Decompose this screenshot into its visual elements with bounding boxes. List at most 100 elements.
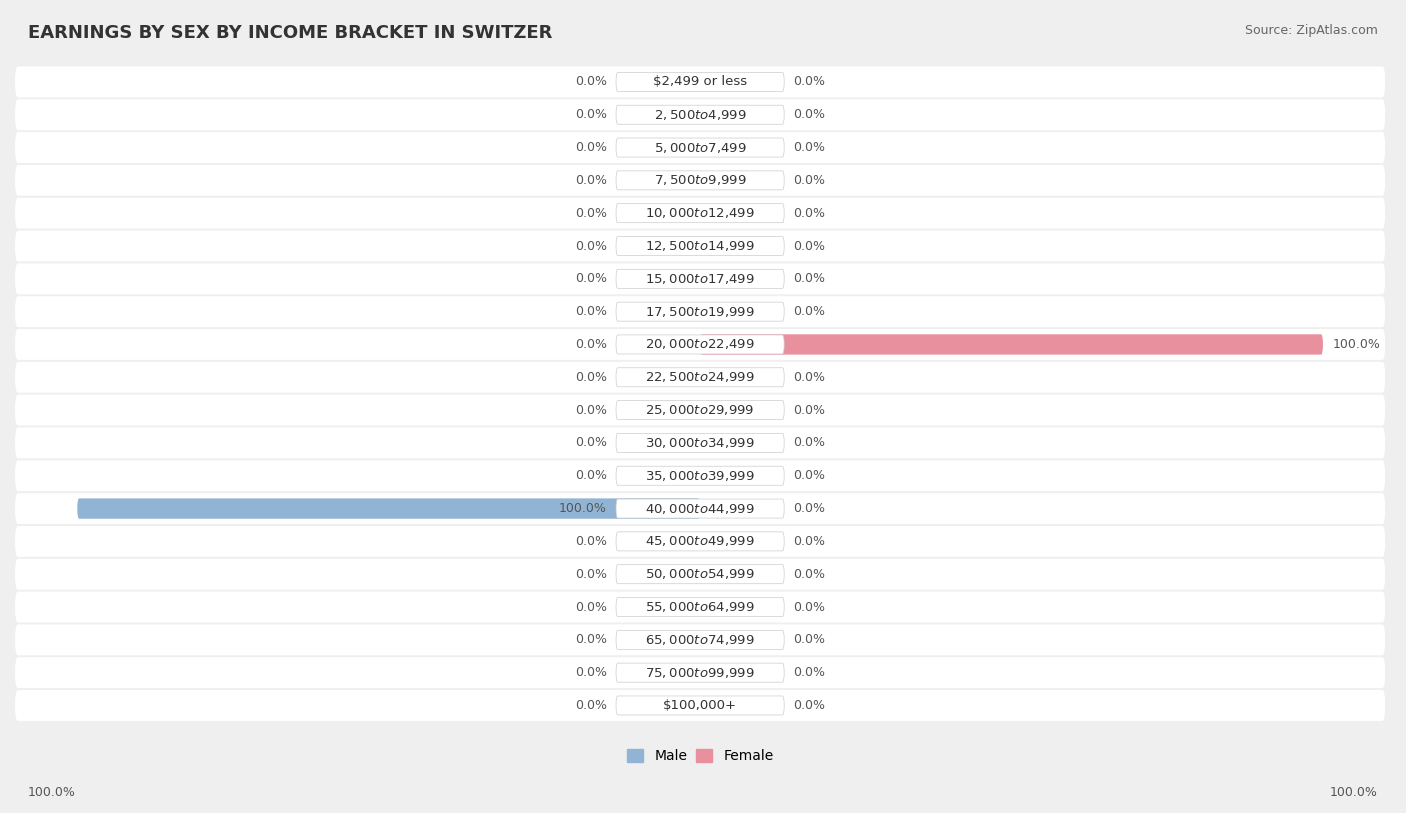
Text: 0.0%: 0.0% [793, 437, 825, 450]
Text: 0.0%: 0.0% [575, 535, 606, 548]
FancyBboxPatch shape [616, 335, 785, 354]
FancyBboxPatch shape [616, 433, 785, 453]
FancyBboxPatch shape [15, 198, 1385, 228]
Text: 0.0%: 0.0% [575, 240, 606, 253]
Text: 0.0%: 0.0% [575, 567, 606, 580]
FancyBboxPatch shape [616, 302, 785, 321]
FancyBboxPatch shape [616, 598, 785, 616]
FancyBboxPatch shape [616, 630, 785, 650]
Text: 0.0%: 0.0% [793, 601, 825, 614]
Text: 0.0%: 0.0% [793, 371, 825, 384]
FancyBboxPatch shape [15, 690, 1385, 721]
Text: $35,000 to $39,999: $35,000 to $39,999 [645, 469, 755, 483]
Text: 0.0%: 0.0% [793, 403, 825, 416]
Text: $2,499 or less: $2,499 or less [652, 76, 747, 89]
FancyBboxPatch shape [616, 138, 785, 157]
Text: 100.0%: 100.0% [1333, 338, 1381, 351]
Text: $17,500 to $19,999: $17,500 to $19,999 [645, 305, 755, 319]
Text: 0.0%: 0.0% [793, 174, 825, 187]
Text: 0.0%: 0.0% [793, 633, 825, 646]
FancyBboxPatch shape [15, 592, 1385, 623]
Text: $12,500 to $14,999: $12,500 to $14,999 [645, 239, 755, 253]
Text: $40,000 to $44,999: $40,000 to $44,999 [645, 502, 755, 515]
FancyBboxPatch shape [15, 329, 1385, 360]
Text: $22,500 to $24,999: $22,500 to $24,999 [645, 370, 755, 385]
FancyBboxPatch shape [15, 559, 1385, 589]
FancyBboxPatch shape [15, 165, 1385, 196]
Text: 100.0%: 100.0% [1330, 786, 1378, 799]
FancyBboxPatch shape [15, 428, 1385, 459]
Text: 0.0%: 0.0% [793, 108, 825, 121]
Text: $55,000 to $64,999: $55,000 to $64,999 [645, 600, 755, 614]
Text: $50,000 to $54,999: $50,000 to $54,999 [645, 567, 755, 581]
FancyBboxPatch shape [700, 334, 1323, 354]
Text: 0.0%: 0.0% [575, 108, 606, 121]
Text: 0.0%: 0.0% [575, 699, 606, 712]
Text: $75,000 to $99,999: $75,000 to $99,999 [645, 666, 755, 680]
Text: $65,000 to $74,999: $65,000 to $74,999 [645, 633, 755, 647]
Text: 0.0%: 0.0% [793, 567, 825, 580]
Text: 0.0%: 0.0% [793, 699, 825, 712]
Text: 0.0%: 0.0% [793, 141, 825, 154]
Text: 0.0%: 0.0% [575, 305, 606, 318]
Text: $45,000 to $49,999: $45,000 to $49,999 [645, 534, 755, 549]
FancyBboxPatch shape [15, 460, 1385, 491]
Text: 0.0%: 0.0% [575, 633, 606, 646]
Text: 0.0%: 0.0% [575, 371, 606, 384]
FancyBboxPatch shape [616, 367, 785, 387]
FancyBboxPatch shape [616, 401, 785, 420]
Text: 0.0%: 0.0% [575, 338, 606, 351]
FancyBboxPatch shape [15, 394, 1385, 425]
Text: 0.0%: 0.0% [793, 535, 825, 548]
Text: 0.0%: 0.0% [575, 207, 606, 220]
Text: 0.0%: 0.0% [575, 666, 606, 679]
FancyBboxPatch shape [616, 663, 785, 682]
Text: $10,000 to $12,499: $10,000 to $12,499 [645, 207, 755, 220]
Text: 0.0%: 0.0% [575, 174, 606, 187]
Text: $20,000 to $22,499: $20,000 to $22,499 [645, 337, 755, 351]
FancyBboxPatch shape [616, 499, 785, 518]
FancyBboxPatch shape [616, 532, 785, 551]
Text: $5,000 to $7,499: $5,000 to $7,499 [654, 141, 747, 154]
FancyBboxPatch shape [616, 696, 785, 715]
FancyBboxPatch shape [616, 237, 785, 255]
Text: 0.0%: 0.0% [793, 469, 825, 482]
Text: 0.0%: 0.0% [575, 437, 606, 450]
FancyBboxPatch shape [15, 99, 1385, 130]
Legend: Male, Female: Male, Female [621, 744, 779, 769]
FancyBboxPatch shape [616, 105, 785, 124]
Text: $100,000+: $100,000+ [664, 699, 737, 712]
Text: $30,000 to $34,999: $30,000 to $34,999 [645, 436, 755, 450]
FancyBboxPatch shape [77, 498, 700, 519]
FancyBboxPatch shape [15, 493, 1385, 524]
Text: 0.0%: 0.0% [793, 76, 825, 89]
Text: 0.0%: 0.0% [575, 76, 606, 89]
Text: 0.0%: 0.0% [575, 469, 606, 482]
Text: 0.0%: 0.0% [793, 272, 825, 285]
FancyBboxPatch shape [15, 624, 1385, 655]
Text: 100.0%: 100.0% [28, 786, 76, 799]
FancyBboxPatch shape [15, 362, 1385, 393]
Text: 0.0%: 0.0% [793, 502, 825, 515]
FancyBboxPatch shape [616, 466, 785, 485]
FancyBboxPatch shape [616, 269, 785, 289]
Text: $25,000 to $29,999: $25,000 to $29,999 [645, 403, 755, 417]
FancyBboxPatch shape [616, 72, 785, 91]
FancyBboxPatch shape [616, 565, 785, 584]
FancyBboxPatch shape [15, 526, 1385, 557]
Text: 0.0%: 0.0% [575, 272, 606, 285]
Text: 0.0%: 0.0% [575, 403, 606, 416]
FancyBboxPatch shape [15, 67, 1385, 98]
Text: $2,500 to $4,999: $2,500 to $4,999 [654, 108, 747, 122]
Text: $15,000 to $17,499: $15,000 to $17,499 [645, 272, 755, 286]
Text: 0.0%: 0.0% [575, 601, 606, 614]
Text: 100.0%: 100.0% [558, 502, 606, 515]
Text: 0.0%: 0.0% [793, 666, 825, 679]
FancyBboxPatch shape [15, 231, 1385, 262]
FancyBboxPatch shape [15, 263, 1385, 294]
FancyBboxPatch shape [15, 133, 1385, 163]
FancyBboxPatch shape [616, 204, 785, 223]
FancyBboxPatch shape [15, 657, 1385, 688]
FancyBboxPatch shape [15, 296, 1385, 327]
Text: 0.0%: 0.0% [793, 305, 825, 318]
